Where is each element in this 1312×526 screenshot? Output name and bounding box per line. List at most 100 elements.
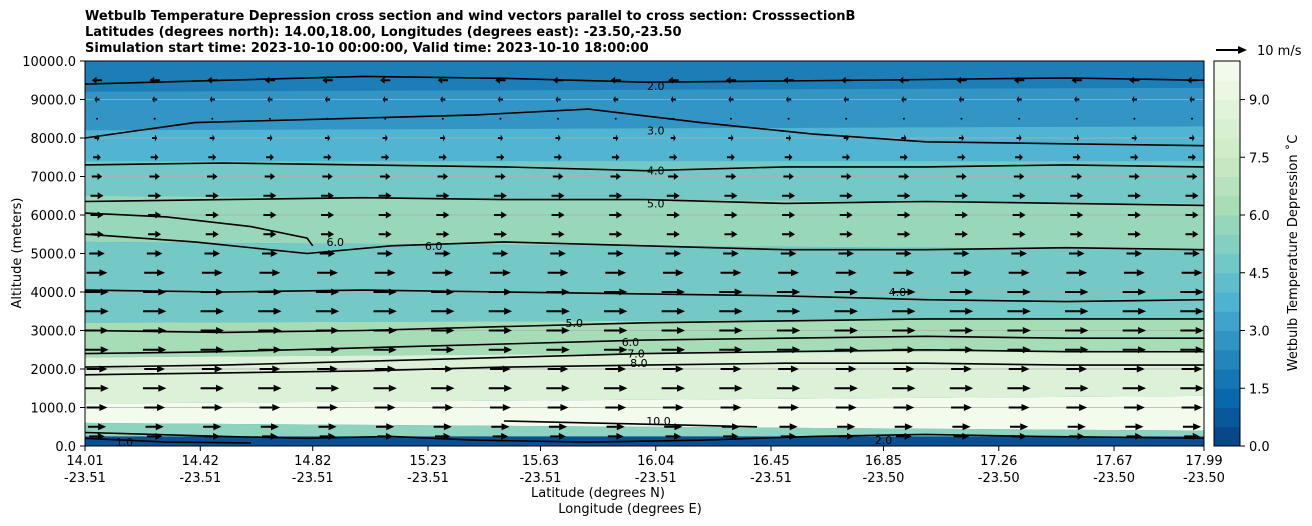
wind-vector bbox=[1007, 384, 1031, 392]
wind-vector bbox=[145, 423, 164, 431]
wind-vector bbox=[666, 211, 680, 219]
wind-vector bbox=[724, 192, 738, 200]
wind-vector bbox=[378, 230, 392, 238]
wind-vector bbox=[892, 346, 916, 354]
wind-vectors bbox=[85, 76, 1204, 440]
wind-vector bbox=[1007, 346, 1031, 354]
contour-line-3 bbox=[85, 196, 1204, 207]
wind-vector bbox=[898, 76, 910, 84]
contour-label-8: 6.0 bbox=[622, 336, 640, 349]
wind-vector bbox=[431, 327, 455, 334]
wind-vector bbox=[776, 346, 801, 354]
wind-vector bbox=[546, 346, 570, 354]
wind-vector bbox=[373, 346, 397, 354]
wind-vector bbox=[437, 76, 448, 84]
contour-line-4 bbox=[85, 212, 314, 247]
wind-vector bbox=[546, 384, 570, 392]
wind-vector bbox=[548, 423, 568, 431]
colorbar-swatch-9 bbox=[1214, 253, 1240, 274]
wind-vector bbox=[436, 211, 450, 219]
wind-vector bbox=[91, 76, 103, 84]
wind-vector bbox=[200, 346, 224, 354]
wind-vector bbox=[893, 365, 915, 373]
wind-vector bbox=[1015, 153, 1024, 161]
wind-vector bbox=[953, 250, 970, 257]
wind-vector bbox=[434, 250, 451, 257]
colorbar-swatch-18 bbox=[1214, 80, 1240, 100]
wind-vector bbox=[142, 288, 167, 296]
wind-vector bbox=[317, 269, 338, 277]
contour-band-2 bbox=[85, 126, 1204, 162]
wind-vector bbox=[834, 384, 858, 392]
wind-vector bbox=[782, 192, 796, 200]
wind-vector bbox=[783, 76, 794, 84]
wind-vector bbox=[1008, 365, 1030, 373]
wind-vector bbox=[956, 76, 967, 84]
contour-line-5 bbox=[85, 233, 1204, 255]
colorbar-swatch-7 bbox=[1214, 292, 1240, 312]
wind-vector bbox=[896, 250, 912, 257]
x-tick-label-lat-3: 15.23 bbox=[409, 454, 446, 469]
wind-vector bbox=[843, 134, 849, 142]
wind-vector bbox=[776, 288, 801, 296]
wind-vector bbox=[845, 117, 848, 120]
wind-vector bbox=[1185, 211, 1199, 219]
wind-vector bbox=[1122, 346, 1147, 354]
wind-vector bbox=[661, 288, 686, 296]
wind-vector bbox=[839, 230, 853, 238]
wind-vector bbox=[782, 211, 796, 219]
contour-line-11 bbox=[503, 420, 758, 428]
wind-vector bbox=[373, 307, 397, 315]
wind-vector bbox=[259, 404, 281, 411]
y-tick-label-7: 7000.0 bbox=[31, 171, 77, 186]
wind-vector bbox=[94, 96, 100, 103]
wind-vector bbox=[1075, 117, 1078, 120]
wind-vector bbox=[142, 327, 167, 334]
wind-vector bbox=[317, 404, 338, 411]
wind-vector bbox=[90, 211, 104, 219]
wind-vector bbox=[665, 432, 682, 440]
wind-vector bbox=[719, 307, 743, 315]
wind-vector bbox=[1181, 269, 1203, 277]
wind-vector bbox=[200, 327, 224, 334]
wind-vector bbox=[776, 384, 801, 392]
wind-vector bbox=[1012, 192, 1026, 200]
wind-vector bbox=[378, 211, 392, 219]
wind-vector bbox=[432, 404, 454, 411]
wind-vector bbox=[1180, 346, 1204, 354]
wind-vector bbox=[609, 211, 623, 219]
contour-label-4: 6.0 bbox=[326, 236, 344, 249]
wind-vector bbox=[949, 288, 974, 296]
wind-vector bbox=[1123, 404, 1145, 411]
wind-vector bbox=[782, 230, 796, 238]
y-axis-label: Altitude (meters) bbox=[10, 198, 25, 309]
wind-vector bbox=[552, 76, 564, 84]
wind-vector bbox=[1122, 384, 1147, 392]
wind-vector bbox=[1184, 250, 1200, 257]
colorbar-tick-label-3: 4.5 bbox=[1249, 267, 1270, 282]
wind-vector bbox=[499, 117, 502, 120]
wind-vector bbox=[326, 117, 329, 120]
wind-vector bbox=[149, 76, 160, 84]
x-tick-label-lat-10: 17.99 bbox=[1185, 454, 1222, 469]
wind-vector bbox=[954, 211, 968, 219]
wind-vector bbox=[776, 307, 801, 315]
wind-vector bbox=[379, 173, 391, 180]
quiver-key-label: 10 m/s bbox=[1257, 44, 1302, 59]
wind-vector bbox=[148, 192, 162, 200]
wind-vector bbox=[835, 365, 857, 373]
wind-vector bbox=[436, 230, 450, 238]
wind-vector bbox=[901, 96, 907, 103]
wind-vector bbox=[901, 134, 907, 142]
wind-vector bbox=[672, 117, 675, 120]
wind-vector bbox=[785, 134, 792, 142]
wind-vector bbox=[669, 153, 678, 161]
wind-vector bbox=[315, 307, 340, 315]
wind-vector bbox=[555, 96, 561, 103]
quiver-key-arrow-icon bbox=[1238, 46, 1247, 54]
wind-vector bbox=[85, 288, 109, 296]
wind-vector bbox=[1008, 269, 1030, 277]
y-axis: 0.0 1000.0 2000.0 3000.0 4000.0 5000.0 6000.0 7… bbox=[22, 55, 85, 455]
wind-vector bbox=[841, 173, 852, 180]
